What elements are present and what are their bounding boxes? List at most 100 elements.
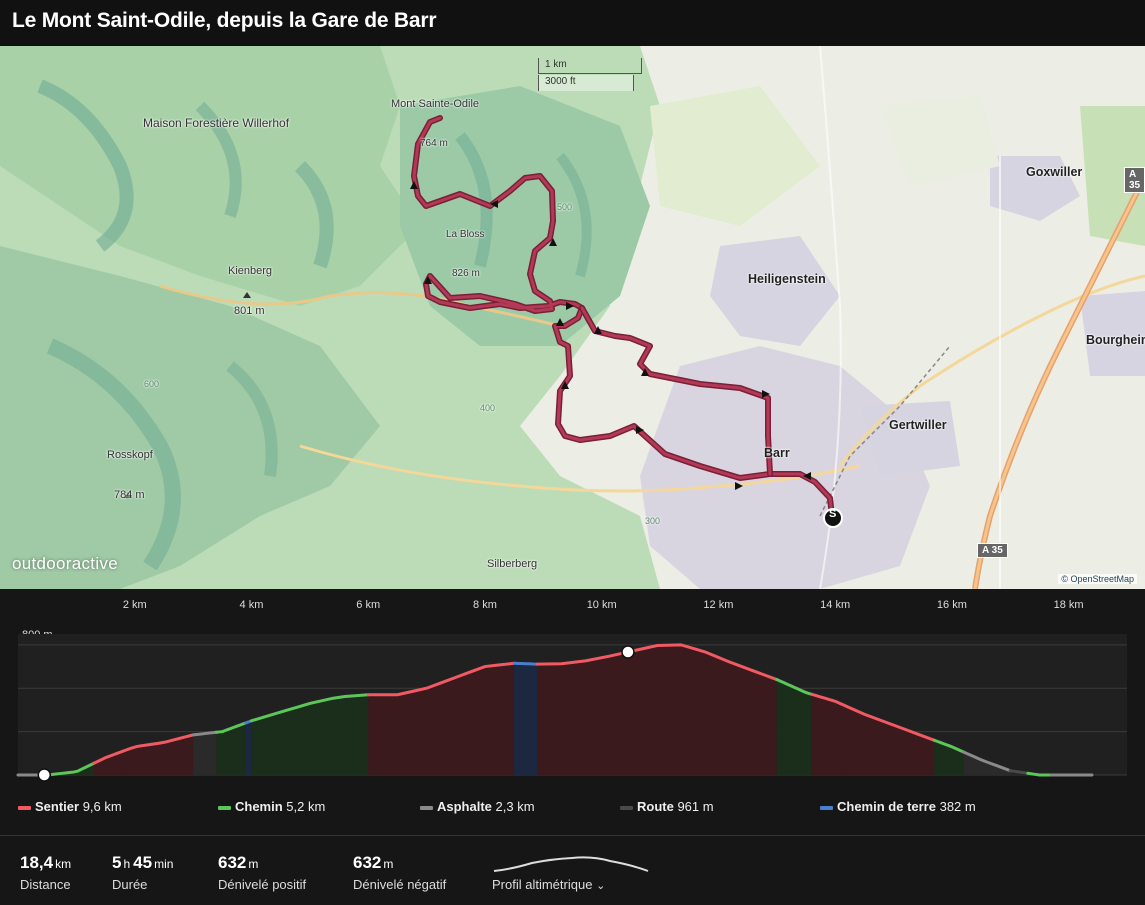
legend-name: Sentier	[35, 799, 80, 814]
elevation-profile-panel: 2 km 4 km 6 km 8 km 10 km 12 km 14 km 16 km 18 k…	[0, 589, 1145, 905]
profile-toggle-label: Profil altimétrique	[492, 877, 593, 892]
map-attribution[interactable]: © OpenStreetMap	[1058, 574, 1137, 584]
stat-ascent: 632 m Dénivelé positif	[218, 853, 307, 892]
legend-item: Chemin 5,2 km	[218, 799, 325, 814]
legend-item: Sentier 9,6 km	[18, 799, 122, 814]
legend-value: 382 m	[935, 799, 976, 814]
legend-name: Asphalte	[437, 799, 492, 814]
profile-line-segment	[1026, 771, 1053, 777]
profile-line-segment	[366, 661, 516, 697]
legend-swatch	[820, 805, 833, 810]
stat-duration-label: Durée	[112, 877, 148, 892]
profile-line-segment	[92, 749, 125, 765]
title-bar: Le Mont Saint-Odile, depuis la Gare de B…	[0, 0, 1145, 47]
chevron-down-icon: ⌄	[596, 880, 606, 892]
stat-distance: 18,4 km Distance	[20, 853, 74, 892]
profile-line-segment	[214, 721, 248, 734]
contour-label-400: 400	[480, 403, 496, 413]
profile-line-segment	[1008, 769, 1030, 775]
label-kienberg: Kienberg	[228, 265, 273, 277]
mini-profile-icon	[493, 856, 649, 872]
map-view[interactable]: Mont Sainte-Odile 764 m Maison Forestièr…	[0, 46, 1145, 589]
profile-line-segment	[845, 704, 936, 742]
profile-start-marker[interactable]	[37, 768, 52, 782]
legend-name: Chemin de terre	[837, 799, 936, 814]
label-mont-sainte-odile-altitude: 764 m	[420, 138, 448, 149]
stat-descent-label: Dénivelé négatif	[353, 877, 447, 892]
x-tick-label: 16 km	[936, 599, 967, 611]
legend-item: Route 961 m	[620, 799, 714, 814]
legend-value: 961 m	[673, 799, 714, 814]
x-tick-label: 14 km	[820, 599, 851, 611]
profile-line-segment	[775, 678, 814, 696]
legend-name: Chemin	[235, 799, 283, 814]
legend-item: Chemin de terre 382 m	[820, 799, 976, 814]
x-tick-label: 2 km	[122, 599, 147, 611]
x-tick-label: 4 km	[239, 599, 264, 611]
legend-item: Asphalte 2,3 km	[420, 799, 535, 814]
label-gertwiller: Gertwiller	[889, 418, 947, 432]
profile-line-segment	[51, 761, 96, 776]
profile-area-segment	[123, 734, 194, 775]
contour-label-300: 300	[645, 516, 661, 526]
map-canvas[interactable]	[0, 46, 1145, 589]
profile-area-segment	[53, 763, 94, 775]
profile-area-segment	[193, 732, 217, 775]
brand-logo: outdooractive	[12, 554, 118, 573]
scale-metric: 1 km	[538, 58, 642, 74]
label-heiligenstein: Heiligenstein	[748, 272, 826, 286]
scale-imperial: 3000 ft	[538, 75, 634, 91]
profile-line-segment	[932, 738, 966, 754]
legend-swatch	[620, 805, 633, 810]
stat-ascent-label: Dénivelé positif	[218, 877, 307, 892]
profile-line-segment	[535, 643, 779, 682]
stat-descent: 632 m Dénivelé négatif	[353, 853, 447, 892]
legend-value: 9,6 km	[79, 799, 122, 814]
contour-label-500: 500	[557, 202, 573, 212]
x-tick-label: 18 km	[1053, 599, 1084, 611]
page-title: Le Mont Saint-Odile, depuis la Gare de B…	[12, 9, 437, 32]
map-scale: 1 km 3000 ft	[538, 58, 644, 98]
label-goxwiller: Goxwiller	[1026, 165, 1083, 179]
contour-label-600: 600	[144, 379, 160, 389]
profile-area-segment	[811, 694, 847, 775]
legend-value: 2,3 km	[491, 799, 535, 814]
motorway-shield-bottom: A 35	[977, 543, 1008, 558]
label-la-bloss-altitude: 826 m	[452, 268, 480, 279]
label-bourgheim: Bourgheim	[1086, 333, 1145, 347]
start-marker-label: S	[829, 508, 837, 520]
label-barr: Barr	[764, 446, 790, 460]
legend-name: Route	[637, 799, 674, 814]
elevation-chart[interactable]	[0, 589, 1145, 789]
stat-duration: 5 h 45 min Durée	[112, 853, 176, 892]
legend-value: 5,2 km	[282, 799, 326, 814]
legend-swatch	[420, 805, 433, 810]
profile-line-segment	[512, 661, 539, 666]
profile-area-segment	[93, 751, 124, 775]
label-silberberg: Silberberg	[487, 558, 538, 570]
profile-area-segment	[368, 663, 515, 775]
label-maison-forestiere: Maison Forestière Willerhof	[143, 116, 290, 130]
x-tick-label: 12 km	[703, 599, 734, 611]
label-rosskopf: Rosskopf	[107, 449, 153, 461]
route-arrows	[410, 181, 811, 490]
profile-area-segment	[776, 679, 812, 775]
profile-line-segment	[191, 730, 218, 737]
x-tick-label: 8 km	[473, 599, 497, 611]
x-tick-label: 10 km	[586, 599, 617, 611]
profile-line-segment	[121, 733, 195, 753]
profile-summit-marker[interactable]	[621, 645, 635, 659]
profile-area-segment	[846, 706, 935, 775]
label-mont-sainte-odile: Mont Sainte-Odile	[391, 98, 480, 110]
legend-swatch	[18, 805, 31, 810]
profile-line-segment	[810, 692, 849, 708]
stat-distance-label: Distance	[20, 877, 71, 892]
profile-area-segment	[216, 722, 246, 775]
label-kienberg-altitude: 801 m	[234, 305, 265, 317]
start-marker[interactable]	[823, 508, 843, 528]
x-tick-label: 6 km	[356, 599, 381, 611]
profile-line-segment	[962, 750, 1012, 773]
profile-line-segment	[249, 693, 370, 723]
divider	[0, 835, 1145, 836]
motorway-shield-top: A 35	[1124, 167, 1145, 193]
